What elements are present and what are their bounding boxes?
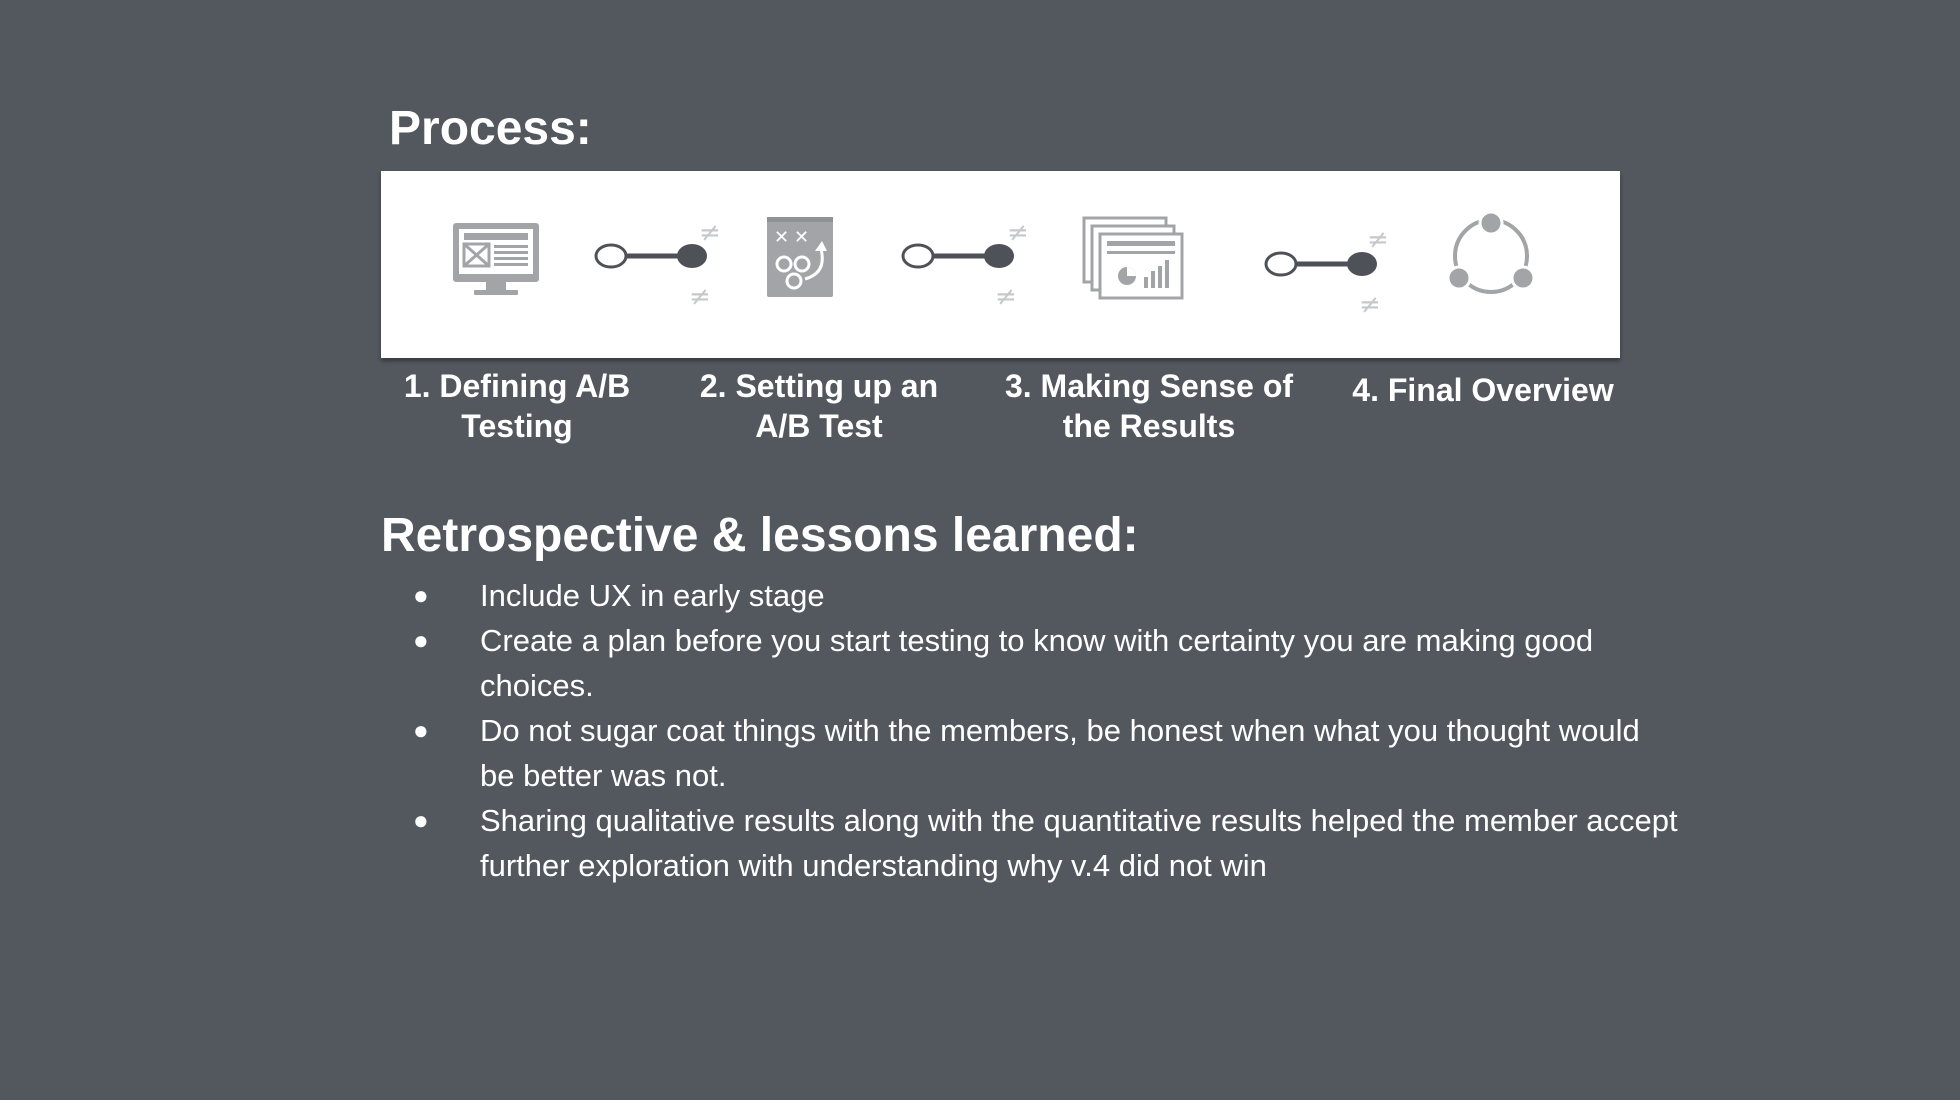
ab-toggle-connector-icon: ≠ ≠	[594, 218, 721, 312]
monitor-wireframe-icon	[453, 223, 539, 295]
cycle-icon	[1446, 210, 1536, 294]
step-label-defining: 1. Defining A/B Testing	[403, 368, 631, 444]
bullet-icon: ●	[413, 580, 429, 610]
list-item: ● Do not sugar coat things with the memb…	[381, 708, 1681, 798]
svg-text:≠: ≠	[1359, 290, 1381, 320]
list-item: ● Sharing qualitative results along with…	[381, 798, 1681, 888]
lessons-list: ● Include UX in early stage ● Create a p…	[381, 573, 1681, 888]
ab-toggle-connector-icon: ≠ ≠	[1264, 225, 1389, 320]
list-item: ● Create a plan before you start testing…	[381, 618, 1681, 708]
ab-toggle-connector-icon: ≠ ≠	[901, 218, 1029, 312]
lesson-text: Do not sugar coat things with the member…	[480, 713, 1640, 793]
step-label-making-sense: 3. Making Sense of the Results	[1004, 368, 1294, 444]
svg-text:✕: ✕	[774, 227, 789, 248]
svg-text:≠: ≠	[689, 282, 711, 312]
svg-text:≠: ≠	[699, 218, 721, 248]
svg-text:≠: ≠	[1367, 225, 1389, 255]
svg-text:✕: ✕	[794, 227, 809, 248]
lesson-text: Include UX in early stage	[480, 578, 825, 613]
svg-text:≠: ≠	[1007, 218, 1029, 248]
list-item: ● Include UX in early stage	[381, 573, 1681, 618]
process-heading: Process:	[389, 102, 592, 155]
lesson-text: Create a plan before you start testing t…	[480, 623, 1594, 703]
svg-text:≠: ≠	[995, 282, 1017, 312]
lesson-text: Sharing qualitative results along with t…	[480, 803, 1678, 883]
strategy-board-icon: ✕ ✕	[767, 217, 833, 297]
step-label-setting-up: 2. Setting up an A/B Test	[699, 368, 939, 444]
bullet-icon: ●	[413, 625, 429, 655]
report-stack-icon	[1082, 216, 1184, 300]
bullet-icon: ●	[413, 805, 429, 835]
bullet-icon: ●	[413, 715, 429, 745]
step-label-final-overview: 4. Final Overview	[1352, 372, 1614, 408]
process-steps-band: ≠ ≠ ✕ ✕ ≠ ≠	[381, 171, 1620, 358]
retrospective-heading: Retrospective & lessons learned:	[381, 509, 1139, 562]
